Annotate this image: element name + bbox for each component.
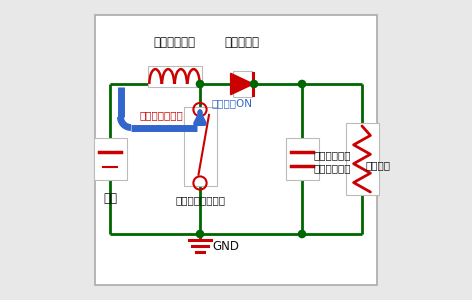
- FancyBboxPatch shape: [147, 66, 202, 87]
- Circle shape: [251, 80, 258, 88]
- FancyBboxPatch shape: [286, 138, 319, 180]
- FancyBboxPatch shape: [346, 123, 379, 195]
- Circle shape: [298, 80, 305, 88]
- Text: 負荷抵抗: 負荷抵抗: [365, 160, 390, 170]
- FancyBboxPatch shape: [233, 71, 253, 97]
- Text: 電源: 電源: [103, 192, 117, 205]
- Circle shape: [196, 80, 203, 88]
- Text: スイッチング素子: スイッチング素子: [175, 195, 225, 205]
- Text: スイッチON: スイッチON: [212, 98, 253, 109]
- Text: インダクター: インダクター: [153, 37, 195, 50]
- Text: GND: GND: [212, 239, 239, 253]
- Polygon shape: [231, 73, 253, 95]
- FancyBboxPatch shape: [184, 106, 217, 186]
- FancyBboxPatch shape: [95, 15, 377, 285]
- Text: ダイオード: ダイオード: [225, 37, 260, 50]
- FancyBboxPatch shape: [93, 138, 126, 180]
- Text: コンデンサー
電圧を平滑化: コンデンサー 電圧を平滑化: [314, 150, 352, 173]
- Circle shape: [196, 230, 203, 238]
- Text: エネルギー蓄積: エネルギー蓄積: [140, 110, 184, 120]
- Circle shape: [298, 230, 305, 238]
